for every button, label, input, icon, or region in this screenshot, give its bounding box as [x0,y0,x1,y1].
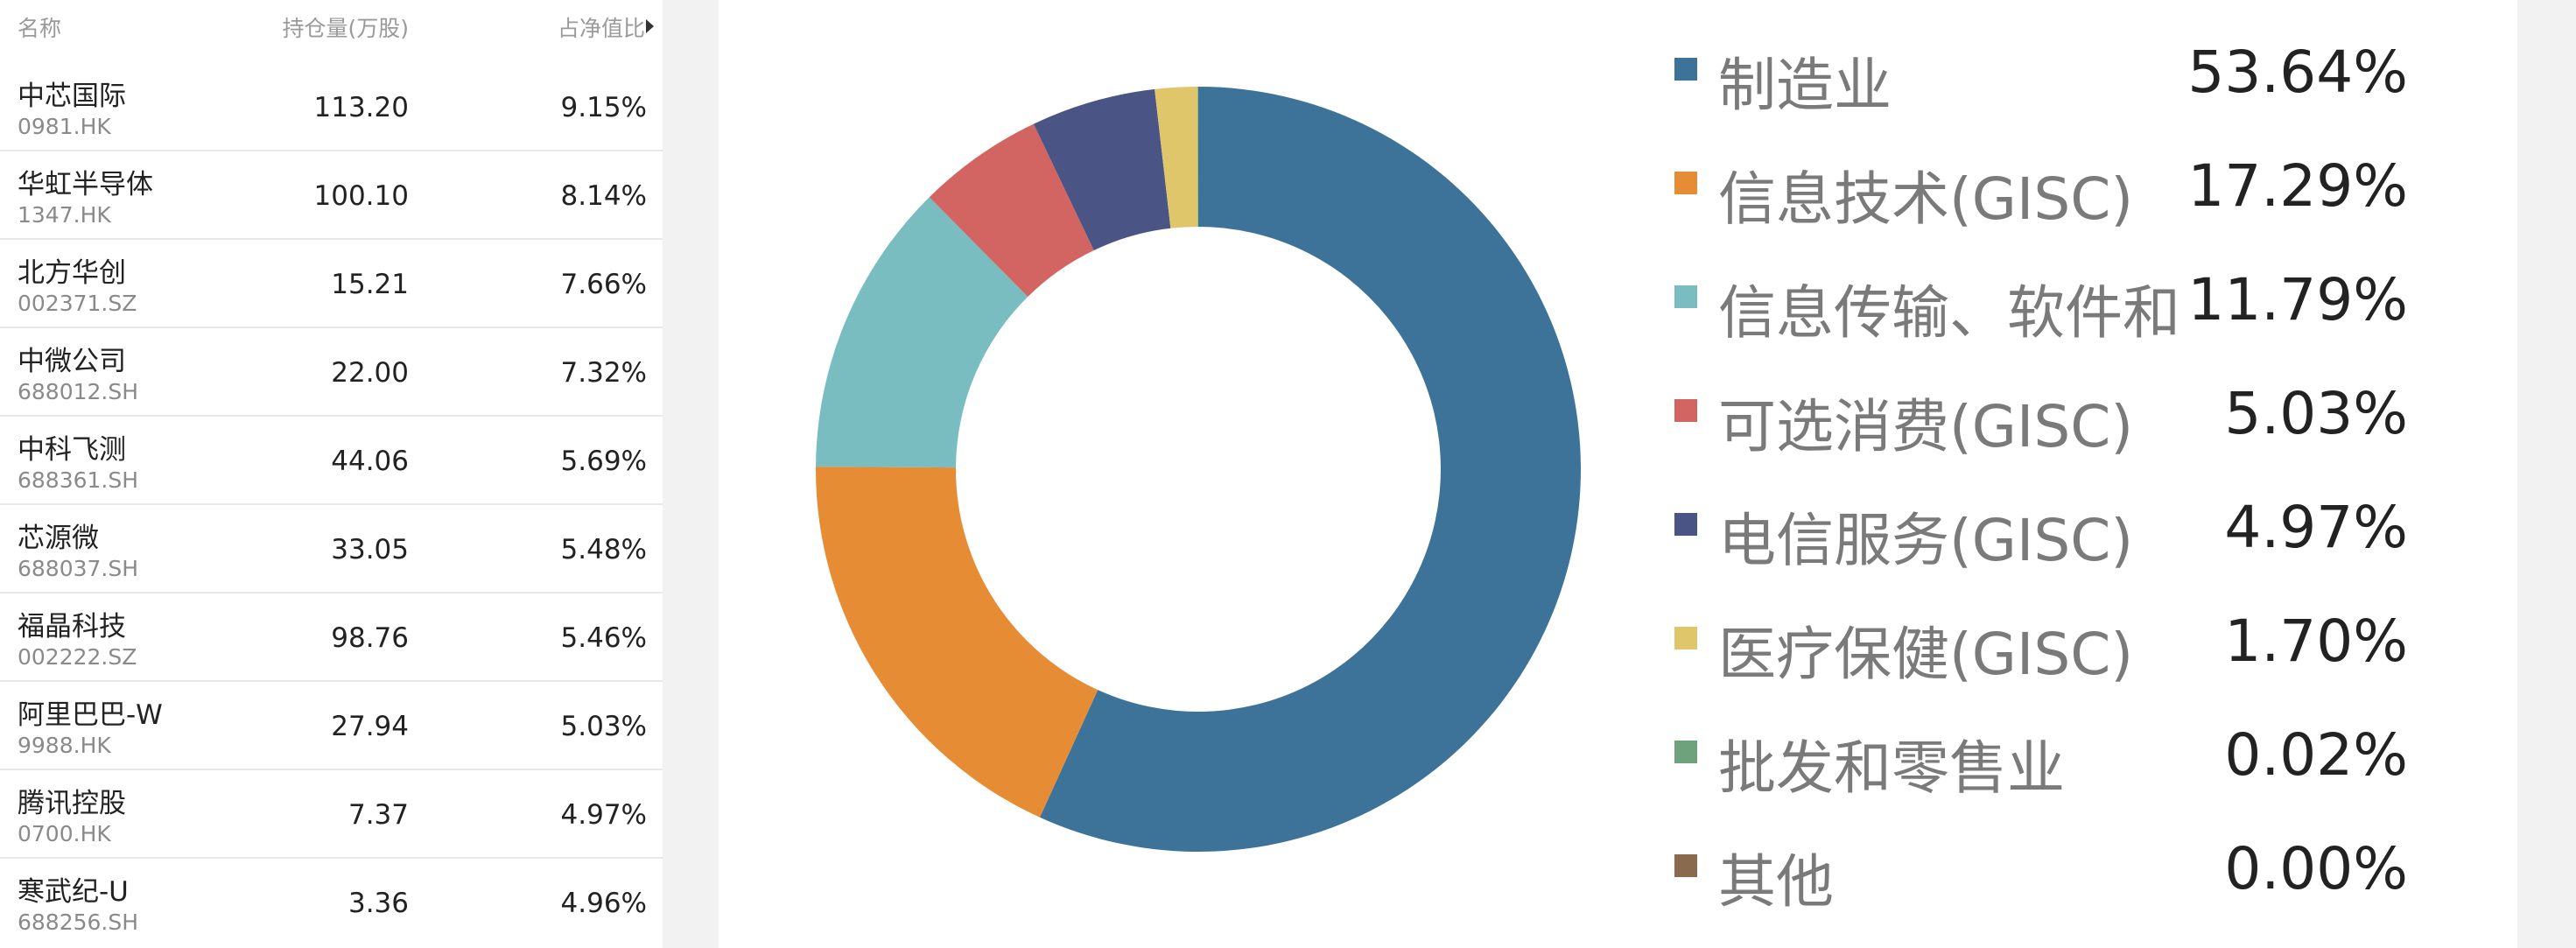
table-body: 中芯国际 0981.HK 113.20 9.15% 华虹半导体 1347.HK … [0,63,663,947]
table-row[interactable]: 北方华创 002371.SZ 15.21 7.66% [0,240,663,328]
table-row[interactable]: 中芯国际 0981.HK 113.20 9.15% [0,63,663,151]
legend-swatch [1674,172,1697,194]
stock-name: 芯源微 [18,523,99,554]
table-row[interactable]: 中科飞测 688361.SH 44.06 5.69% [0,417,663,505]
legend-label: 电信服务(GISC) [1718,507,2134,574]
net-ratio-value: 5.03% [560,711,647,742]
net-ratio-value: 8.14% [560,180,647,212]
net-ratio-value: 9.15% [560,92,647,123]
legend-item[interactable]: 电信服务(GISC) 4.97% [1673,487,2504,600]
legend-value: 11.79% [2187,266,2408,334]
stock-name: 中微公司 [18,346,126,377]
header-net-ratio[interactable]: 占净值比 [557,16,645,41]
holdings-value: 33.05 [331,534,409,565]
net-ratio-value: 5.69% [560,446,647,477]
stock-code: 0981.HK [18,114,111,139]
industry-allocation-card: 制造业 53.64% 信息技术(GISC) 17.29% 信息传输、软件和 11… [719,0,2517,948]
table-row[interactable]: 福晶科技 002222.SZ 98.76 5.46% [0,593,663,682]
legend-item[interactable]: 信息技术(GISC) 17.29% [1673,145,2504,259]
holdings-value: 98.76 [331,622,409,654]
legend-value: 1.70% [2224,607,2408,675]
table-row[interactable]: 中微公司 688012.SH 22.00 7.32% [0,328,663,417]
stock-code: 0700.HK [18,821,111,846]
stock-code: 002371.SZ [18,291,137,316]
net-ratio-value: 5.46% [560,622,647,654]
holdings-value: 22.00 [331,357,409,389]
header-name[interactable]: 名称 [18,16,62,41]
net-ratio-value: 4.96% [560,888,647,919]
stock-code: 688012.SH [18,379,139,404]
donut-slice[interactable] [816,197,1028,468]
legend-swatch [1674,58,1697,81]
table-row[interactable]: 阿里巴巴-W 9988.HK 27.94 5.03% [0,682,663,770]
legend-label: 可选消费(GISC) [1718,393,2134,460]
legend-value: 17.29% [2187,152,2408,220]
legend-swatch [1674,627,1697,650]
holdings-value: 3.36 [347,888,409,919]
stock-code: 688037.SH [18,556,139,581]
net-ratio-value: 5.48% [560,534,647,565]
stock-name: 腾讯控股 [18,788,126,819]
table-row[interactable]: 寒武纪-U 688256.SH 3.36 4.96% [0,859,663,947]
legend-swatch [1674,399,1697,422]
stock-code: 9988.HK [18,733,111,758]
legend-label: 医疗保健(GISC) [1718,621,2134,688]
legend-label: 制造业 [1718,52,1892,119]
stock-code: 002222.SZ [18,644,137,670]
legend-item[interactable]: 医疗保健(GISC) 1.70% [1673,600,2504,714]
legend-label: 其他 [1718,848,1834,916]
legend-item[interactable]: 批发和零售业 0.02% [1673,714,2504,828]
legend-item[interactable]: 可选消费(GISC) 5.03% [1673,373,2504,487]
legend-label: 信息技术(GISC) [1718,165,2134,233]
stock-name: 寒武纪-U [18,876,129,908]
legend-swatch [1674,285,1697,308]
net-ratio-value: 7.32% [560,357,647,389]
holdings-value: 113.20 [313,92,409,123]
holdings-value: 44.06 [331,446,409,477]
legend-value: 4.97% [2224,494,2408,561]
legend-item[interactable]: 其他 0.00% [1673,828,2504,942]
stock-code: 688256.SH [18,909,139,935]
holdings-value: 7.37 [347,799,409,831]
legend-swatch [1674,741,1697,763]
donut-slice[interactable] [1039,87,1581,852]
legend-swatch [1674,854,1697,877]
stock-name: 中科飞测 [18,434,126,466]
stock-code: 688361.SH [18,467,139,493]
donut-slice[interactable] [816,467,1098,818]
donut-slice[interactable] [1155,87,1198,228]
chart-legend: 制造业 53.64% 信息技术(GISC) 17.29% 信息传输、软件和 11… [1673,32,2504,942]
legend-label: 信息传输、软件和 [1718,279,2180,347]
legend-item[interactable]: 信息传输、软件和 11.79% [1673,259,2504,373]
net-ratio-value: 4.97% [560,799,647,831]
net-ratio-value: 7.66% [560,269,647,300]
industry-donut-chart [816,87,1581,852]
stock-code: 1347.HK [18,202,111,228]
holdings-table: 名称 持仓量(万股) 占净值比 中芯国际 0981.HK 113.20 9.15… [0,0,663,948]
legend-label: 批发和零售业 [1718,734,2065,802]
donut-slice[interactable] [1197,87,1198,228]
table-header: 名称 持仓量(万股) 占净值比 [0,0,663,51]
legend-value: 0.00% [2224,835,2408,902]
table-row[interactable]: 华虹半导体 1347.HK 100.10 8.14% [0,151,663,240]
holdings-value: 15.21 [331,269,409,300]
stock-name: 阿里巴巴-W [18,699,163,731]
legend-value: 0.02% [2224,721,2408,789]
sort-arrow-icon[interactable] [646,19,654,33]
stock-name: 中芯国际 [18,81,126,112]
donut-slice[interactable] [929,123,1094,298]
legend-item[interactable]: 制造业 53.64% [1673,32,2504,145]
donut-slice[interactable] [1033,88,1171,250]
table-row[interactable]: 芯源微 688037.SH 33.05 5.48% [0,505,663,593]
legend-value: 53.64% [2187,39,2408,106]
stock-name: 福晶科技 [18,611,126,643]
stock-name: 北方华创 [18,257,126,289]
legend-value: 5.03% [2224,380,2408,447]
legend-swatch [1674,513,1697,536]
holdings-value: 100.10 [313,180,409,212]
table-row[interactable]: 腾讯控股 0700.HK 7.37 4.97% [0,770,663,859]
holdings-value: 27.94 [331,711,409,742]
stock-name: 华虹半导体 [18,169,153,200]
header-holdings[interactable]: 持仓量(万股) [282,16,409,41]
